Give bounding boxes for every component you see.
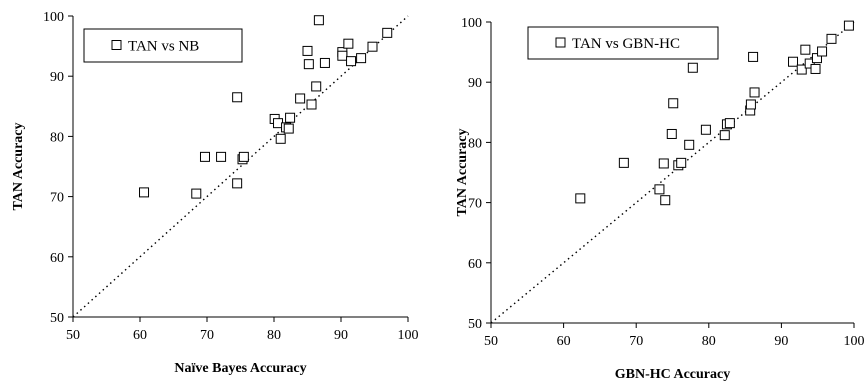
data-point bbox=[658, 158, 669, 169]
data-point bbox=[843, 20, 854, 31]
data-point bbox=[139, 187, 150, 198]
y-axis-label: TAN Accuracy bbox=[455, 129, 470, 217]
x-tick-label: 90 bbox=[774, 334, 788, 349]
legend-label: TAN vs NB bbox=[128, 39, 199, 55]
data-point bbox=[811, 53, 822, 64]
data-point bbox=[238, 151, 249, 162]
data-point bbox=[337, 50, 348, 61]
data-point bbox=[232, 178, 243, 189]
data-point bbox=[700, 124, 711, 135]
data-point bbox=[283, 123, 294, 134]
data-point bbox=[788, 56, 799, 67]
data-point bbox=[660, 195, 671, 206]
data-point bbox=[356, 53, 367, 64]
x-tick-label: 100 bbox=[398, 328, 419, 343]
data-point bbox=[687, 62, 698, 73]
y-axis-label: TAN Accuracy bbox=[11, 123, 26, 211]
x-axis-label: Naïve Bayes Accuracy bbox=[174, 361, 306, 376]
data-point bbox=[232, 92, 243, 103]
x-tick-label: 50 bbox=[484, 334, 498, 349]
data-point bbox=[804, 58, 815, 69]
y-tick-label: 80 bbox=[468, 136, 482, 151]
data-point bbox=[367, 41, 378, 52]
x-tick-label: 60 bbox=[133, 328, 147, 343]
data-point bbox=[303, 59, 314, 70]
data-point bbox=[295, 93, 306, 104]
data-point bbox=[800, 44, 811, 55]
data-point bbox=[668, 98, 679, 109]
y-tick-label: 70 bbox=[468, 197, 482, 212]
data-point bbox=[817, 46, 828, 57]
data-point bbox=[575, 193, 586, 204]
x-tick-label: 70 bbox=[200, 328, 214, 343]
data-point bbox=[191, 188, 202, 199]
legend-marker-square bbox=[111, 40, 122, 50]
x-tick-label: 60 bbox=[557, 334, 571, 349]
y-tick-label: 90 bbox=[50, 70, 64, 85]
y-tick-label: 80 bbox=[50, 130, 64, 145]
data-point bbox=[319, 57, 330, 68]
data-point bbox=[306, 99, 317, 110]
y-tick-label: 50 bbox=[468, 317, 482, 332]
data-point bbox=[745, 99, 756, 110]
x-tick-label: 80 bbox=[267, 328, 281, 343]
data-point bbox=[618, 157, 629, 168]
chart-nb: Naïve Bayes Accuracy TAN Accuracy 50 60 70… bbox=[11, 10, 419, 376]
data-point bbox=[654, 184, 665, 195]
x-tick-label: 90 bbox=[334, 328, 348, 343]
diagonal-reference-line bbox=[72, 15, 409, 318]
y-tick-label: 60 bbox=[468, 257, 482, 272]
x-tick-label: 100 bbox=[844, 334, 865, 349]
data-point bbox=[810, 63, 821, 74]
data-point bbox=[749, 87, 760, 98]
legend-box bbox=[83, 28, 243, 63]
y-tick-label: 50 bbox=[50, 311, 64, 326]
x-axis-label: GBN-HC Accuracy bbox=[615, 367, 730, 382]
data-point bbox=[676, 157, 687, 168]
data-point bbox=[302, 45, 313, 56]
data-point bbox=[719, 130, 730, 141]
x-tick-label: 70 bbox=[629, 334, 643, 349]
data-point bbox=[346, 56, 357, 67]
legend-marker-square bbox=[555, 37, 566, 48]
x-tick-label: 50 bbox=[66, 328, 80, 343]
y-tick-label: 100 bbox=[43, 10, 64, 25]
y-tick-label: 60 bbox=[50, 251, 64, 266]
y-tick-label: 70 bbox=[50, 191, 64, 206]
data-point bbox=[343, 38, 354, 49]
chart-gbn-hc: GBN-HC Accuracy TAN Accuracy 50 60 70 80 90 1… bbox=[455, 16, 865, 382]
data-point bbox=[382, 27, 393, 38]
data-point bbox=[313, 15, 324, 26]
legend-label: TAN vs GBN-HC bbox=[572, 36, 680, 52]
data-point bbox=[684, 139, 695, 150]
x-tick-label: 80 bbox=[702, 334, 716, 349]
data-point bbox=[285, 112, 296, 123]
data-point bbox=[199, 151, 210, 162]
data-point bbox=[216, 151, 227, 162]
data-point bbox=[748, 51, 759, 62]
data-point bbox=[311, 81, 322, 92]
data-point bbox=[666, 128, 677, 139]
data-point bbox=[826, 33, 837, 44]
diagonal-reference-line bbox=[490, 21, 855, 324]
data-point bbox=[724, 118, 735, 129]
y-tick-label: 100 bbox=[461, 16, 482, 31]
data-point bbox=[796, 64, 807, 75]
y-tick-label: 90 bbox=[468, 76, 482, 91]
data-point bbox=[275, 133, 286, 144]
